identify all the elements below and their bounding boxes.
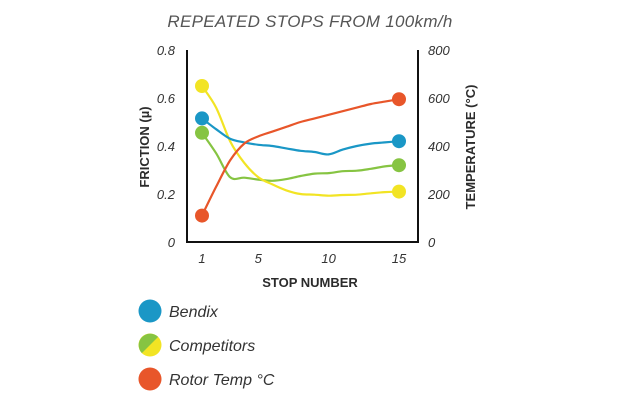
data-point-competitors-yellow — [392, 184, 406, 199]
right-tick-label: 600 — [428, 91, 450, 106]
left-axis-title: FRICTION (µ) — [137, 106, 152, 187]
data-point-rotor — [392, 92, 406, 107]
legend-label-bendix: Bendix — [169, 304, 219, 321]
right-tick-label: 400 — [428, 139, 450, 154]
legend: Bendix Competitors Rotor Temp °C — [138, 299, 275, 391]
right-tick-labels: 0 200 400 600 800 — [427, 43, 450, 250]
x-tick-label: 1 — [198, 251, 205, 266]
series-line-bendix — [200, 117, 401, 156]
data-point-bendix — [392, 134, 406, 149]
x-tick-label: 10 — [321, 251, 336, 266]
right-axis-title: TEMPERATURE (°C) — [463, 85, 478, 210]
data-point-competitors-yellow — [195, 79, 209, 93]
series-line-rotor — [200, 98, 401, 217]
legend-item-bendix: Bendix — [138, 299, 219, 323]
right-tick-label: 0 — [428, 235, 436, 250]
x-tick-label: 5 — [255, 251, 263, 266]
legend-item-rotor-temp: Rotor Temp °C — [138, 367, 275, 391]
series-layer — [200, 84, 401, 217]
data-point-rotor — [195, 208, 209, 223]
left-tick-label: 0.2 — [157, 187, 176, 202]
data-point-bendix — [195, 111, 209, 126]
left-tick-label: 0.6 — [157, 91, 176, 106]
markers-layer — [195, 79, 406, 223]
legend-swatch-rotor — [138, 367, 162, 391]
x-tick-label: 15 — [392, 251, 407, 266]
data-point-competitors-green — [392, 158, 406, 173]
left-tick-label: 0 — [168, 235, 176, 250]
legend-label-competitors: Competitors — [169, 338, 255, 355]
data-point-competitors-green — [195, 125, 209, 140]
chart-title: REPEATED STOPS FROM 100km/h — [167, 12, 452, 31]
legend-swatch-bendix — [138, 299, 162, 323]
legend-item-competitors: Competitors — [138, 333, 255, 357]
right-tick-label: 800 — [428, 43, 450, 58]
x-tick-labels: 1 5 10 15 — [198, 251, 407, 266]
left-tick-label: 0.8 — [157, 43, 176, 58]
left-tick-label: 0.4 — [157, 139, 175, 154]
right-tick-label: 200 — [427, 187, 450, 202]
series-line-competitors-yellow — [200, 84, 401, 197]
legend-label-rotor-temp: Rotor Temp °C — [169, 372, 275, 389]
x-axis-title: STOP NUMBER — [262, 275, 358, 290]
series-line-competitors-green — [200, 131, 401, 182]
left-tick-labels: 0 0.2 0.4 0.6 0.8 — [157, 43, 176, 250]
legend-swatch-competitors — [138, 333, 162, 357]
